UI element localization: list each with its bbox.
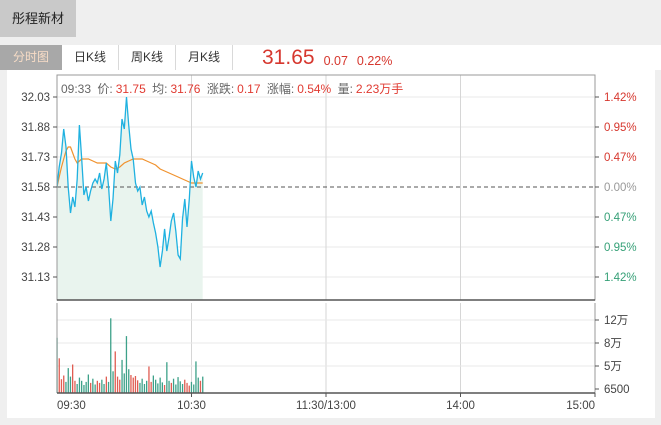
tab-monthly-kline[interactable]: 月K线 (176, 45, 233, 70)
volume-bars (56, 318, 204, 393)
svg-text:14:00: 14:00 (446, 400, 475, 412)
svg-text:0.00%: 0.00% (604, 182, 637, 194)
svg-text:10:30: 10:30 (177, 400, 206, 412)
volume-gridlines (57, 319, 595, 367)
svg-text:1.42%: 1.42% (604, 272, 637, 284)
info-pct-value: 0.54% (297, 82, 332, 96)
svg-text:0.47%: 0.47% (604, 152, 637, 164)
info-volume-value: 2.23万手 (355, 82, 404, 96)
svg-text:5万: 5万 (604, 361, 622, 373)
svg-text:31.73: 31.73 (21, 152, 50, 164)
svg-text:12万: 12万 (604, 315, 628, 327)
tab-weekly-kline[interactable]: 周K线 (119, 45, 176, 70)
crosshair-info-bar: 09:33 价: 31.75 均: 31.76 涨跌: 0.17 涨幅: 0.54% 量… (61, 80, 406, 97)
stock-name-label: 彤程新材 (12, 11, 65, 26)
percent-axis-labels: 1.42% 0.95% 0.47% 0.00% 0.47% 0.95% 1.42% (604, 92, 637, 284)
svg-text:31.28: 31.28 (21, 242, 50, 254)
svg-text:11:30/13:00: 11:30/13:00 (296, 400, 356, 412)
svg-text:6500: 6500 (604, 384, 630, 396)
svg-text:0.47%: 0.47% (604, 212, 637, 224)
time-gridlines (191, 75, 461, 393)
svg-text:09:30: 09:30 (57, 400, 86, 412)
info-time: 09:33 (61, 82, 92, 96)
info-pct-label: 涨幅: (266, 82, 295, 96)
volume-axis-labels: 12万 8万 5万 6500 (604, 315, 630, 396)
quote-summary: 31.65 0.07 0.22% (262, 44, 392, 70)
info-price-label: 价: (97, 82, 113, 96)
svg-text:1.42%: 1.42% (604, 92, 637, 104)
tab-minute-chart[interactable]: 分时图 (0, 45, 62, 70)
svg-text:8万: 8万 (604, 338, 622, 350)
quote-change: 0.07 (323, 54, 348, 68)
svg-text:31.88: 31.88 (21, 122, 50, 134)
axis-ticks (53, 96, 599, 397)
stock-name-tab[interactable]: 彤程新材 (0, 0, 76, 37)
quote-last-price: 31.65 (262, 46, 315, 69)
info-avg-label: 均: (152, 82, 168, 96)
svg-text:32.03: 32.03 (21, 92, 50, 104)
price-axis-labels: 32.03 31.88 31.73 31.58 31.43 31.28 31.13 (21, 92, 50, 284)
svg-text:31.43: 31.43 (21, 212, 50, 224)
info-change-label: 涨跌: (206, 82, 235, 96)
svg-text:15:00: 15:00 (566, 400, 595, 412)
tab-daily-kline[interactable]: 日K线 (62, 45, 119, 70)
price-line (56, 96, 204, 268)
info-price-value: 31.75 (115, 82, 146, 96)
svg-text:31.13: 31.13 (21, 272, 50, 284)
svg-text:0.95%: 0.95% (604, 122, 637, 134)
info-avg-value: 31.76 (170, 82, 201, 96)
time-axis-labels: 09:30 10:30 11:30/13:00 14:00 15:00 (57, 400, 595, 412)
info-volume-label: 量: (337, 82, 353, 96)
svg-text:31.58: 31.58 (21, 182, 50, 194)
svg-text:0.95%: 0.95% (604, 242, 637, 254)
chart-period-tabbar: 分时图 日K线 周K线 月K线 (0, 45, 661, 70)
quote-change-percent: 0.22% (356, 54, 393, 68)
info-change-value: 0.17 (237, 82, 261, 96)
